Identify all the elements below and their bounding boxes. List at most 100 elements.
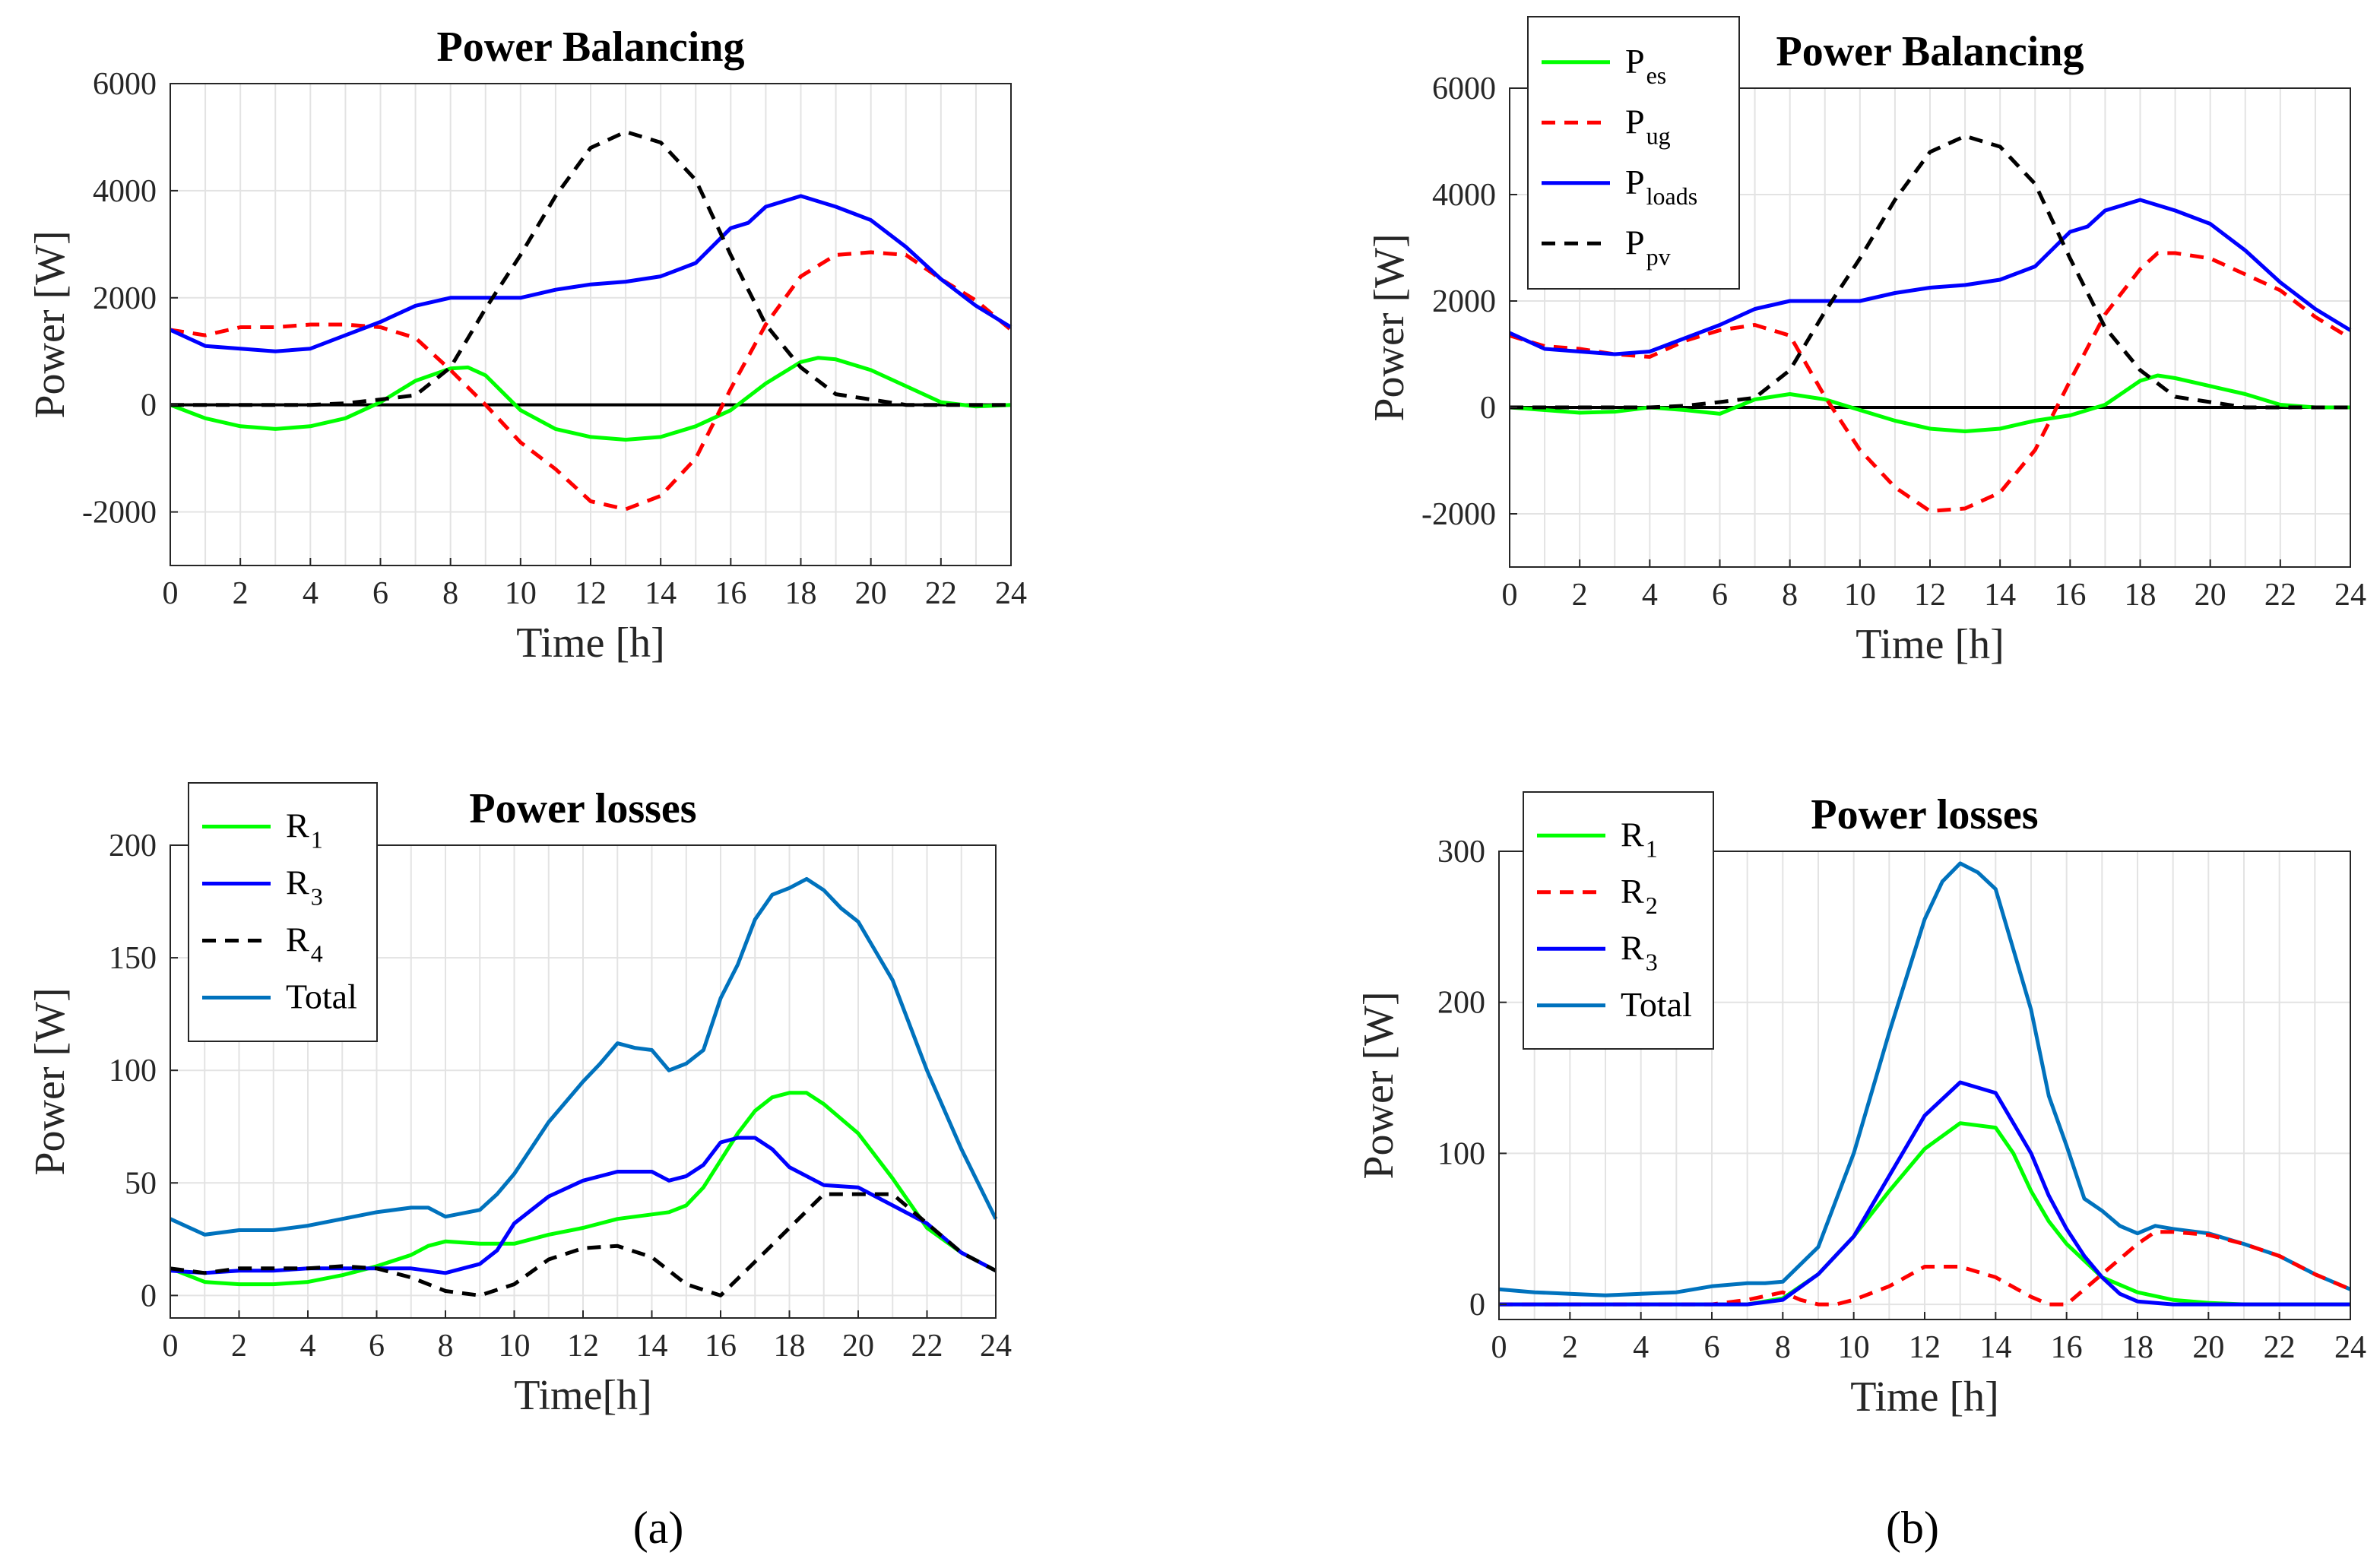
series-line-p-es — [170, 356, 1012, 442]
series-line-p-ug — [1509, 251, 2352, 513]
y-tick-label: 4000 — [93, 174, 157, 209]
legend-label-base: P — [1625, 223, 1645, 261]
x-tick-label: 18 — [785, 576, 817, 611]
chart-power-balancing-a: 0 2 4 6 8 10 12 14 16 18 20 22 24-20000200040006000T… — [27, 24, 1027, 667]
x-tick-label: 12 — [1914, 578, 1946, 613]
chart-title: Power losses — [1811, 791, 2038, 838]
y-tick-label: 150 — [109, 941, 157, 976]
series-line-p-loads — [169, 194, 1013, 353]
y-tick-label: -2000 — [1421, 497, 1496, 532]
legend-label-base: R — [1621, 928, 1644, 967]
x-tick-label: 16 — [715, 576, 746, 611]
x-tick-label: 22 — [2264, 1330, 2296, 1365]
legend-label-r1: R1 — [1621, 815, 1658, 862]
series-line-p-ug — [170, 250, 1013, 512]
series-line-p-loads — [1508, 198, 2352, 356]
legend-label-base: Total — [286, 977, 357, 1016]
x-tick-label: 24 — [980, 1329, 1012, 1364]
y-tick-label: 200 — [109, 828, 157, 863]
legend-label-ploads: Ploads — [1625, 163, 1697, 210]
y-tick-label: 0 — [141, 388, 157, 423]
x-tick-label: 6 — [1704, 1330, 1720, 1365]
legend-label-base: Total — [1621, 985, 1692, 1024]
y-axis-label: Power [W] — [1355, 991, 1402, 1179]
y-tick-label: 4000 — [1432, 178, 1496, 213]
x-axis-label: Time [h] — [1850, 1373, 1999, 1421]
legend-label-base: R — [1621, 872, 1644, 911]
legend-label-total: Total — [286, 977, 357, 1016]
y-tick-label: 200 — [1437, 986, 1485, 1021]
legend-label-base: P — [1625, 42, 1645, 81]
chart-title: Power Balancing — [1776, 28, 2084, 75]
x-tick-label: 14 — [1984, 578, 2016, 613]
legend-label-r1: R1 — [286, 806, 323, 854]
series-line-total — [1498, 861, 2351, 1297]
chart-title: Power Balancing — [437, 24, 745, 71]
legend-label-base: R — [286, 920, 309, 959]
y-tick-label: -2000 — [82, 496, 157, 531]
x-tick-label: 22 — [925, 576, 957, 611]
y-axis-label: Power [W] — [1366, 233, 1413, 421]
legend-label-r2: R2 — [1621, 872, 1658, 919]
y-tick-label: 0 — [141, 1278, 157, 1313]
y-tick-label: 2000 — [1432, 284, 1496, 319]
x-tick-label: 16 — [2051, 1330, 2083, 1365]
x-tick-label: 20 — [2195, 578, 2226, 613]
series-line-r-1 — [170, 1091, 997, 1287]
legend-label-subscript: 1 — [1646, 835, 1658, 862]
legend-label-base: R — [286, 806, 309, 845]
x-tick-label: 8 — [1775, 1330, 1791, 1365]
x-tick-label: 4 — [300, 1329, 316, 1364]
caption-b: (b) — [1886, 1503, 1939, 1553]
x-tick-label: 22 — [911, 1329, 943, 1364]
x-tick-label: 12 — [575, 576, 607, 611]
x-tick-label: 8 — [442, 576, 458, 611]
chart-power-balancing-b: 0 2 4 6 8 10 12 14 16 18 20 22 24-20000200040006000T… — [1366, 16, 2366, 668]
y-tick-label: 2000 — [93, 281, 157, 316]
series-line-r-4 — [170, 1192, 997, 1297]
x-tick-label: 20 — [2192, 1330, 2224, 1365]
x-tick-label: 10 — [1844, 578, 1876, 613]
legend-label-base: R — [286, 863, 309, 902]
x-tick-label: 8 — [438, 1329, 454, 1364]
x-tick-label: 16 — [705, 1329, 737, 1364]
chart-power-losses-a: 0 2 4 6 8 10 12 14 16 18 20 22 24050100150200Time[h]… — [27, 782, 1012, 1419]
legend-label-subscript: 3 — [311, 883, 323, 911]
x-tick-label: 12 — [1909, 1330, 1941, 1365]
x-tick-label: 4 — [1633, 1330, 1649, 1365]
x-tick-label: 18 — [774, 1329, 806, 1364]
x-tick-label: 22 — [2264, 578, 2296, 613]
legend-label-base: R — [1621, 815, 1644, 854]
y-axis-label: Power [W] — [27, 230, 74, 418]
series-line-p-pv — [170, 129, 1011, 407]
legend-label-subscript: pv — [1646, 242, 1671, 270]
x-tick-label: 24 — [2334, 578, 2366, 613]
y-tick-label: 300 — [1437, 835, 1485, 870]
x-tick-label: 4 — [1642, 578, 1658, 613]
x-tick-label: 10 — [505, 576, 537, 611]
x-tick-label: 6 — [1712, 578, 1728, 613]
legend-label-pes: Pes — [1625, 42, 1666, 89]
x-tick-label: 2 — [1572, 578, 1588, 613]
x-tick-label: 14 — [645, 576, 677, 611]
x-tick-label: 18 — [2122, 1330, 2153, 1365]
legend-label-subscript: es — [1646, 62, 1667, 89]
chart-title: Power losses — [469, 785, 696, 832]
y-tick-label: 100 — [109, 1053, 157, 1088]
legend-label-subscript: 3 — [1646, 948, 1658, 975]
x-tick-label: 20 — [855, 576, 887, 611]
legend-label-subscript: loads — [1646, 182, 1698, 210]
x-tick-label: 4 — [303, 576, 318, 611]
legend-label-r3: R3 — [1621, 928, 1658, 975]
x-tick-label: 0 — [163, 576, 179, 611]
x-tick-label: 6 — [372, 576, 388, 611]
series-line-r-3 — [1499, 1080, 2350, 1307]
y-tick-label: 50 — [125, 1166, 157, 1201]
series-line-r-2 — [1499, 1230, 2351, 1307]
x-tick-label: 2 — [231, 1329, 247, 1364]
x-tick-label: 12 — [567, 1329, 599, 1364]
